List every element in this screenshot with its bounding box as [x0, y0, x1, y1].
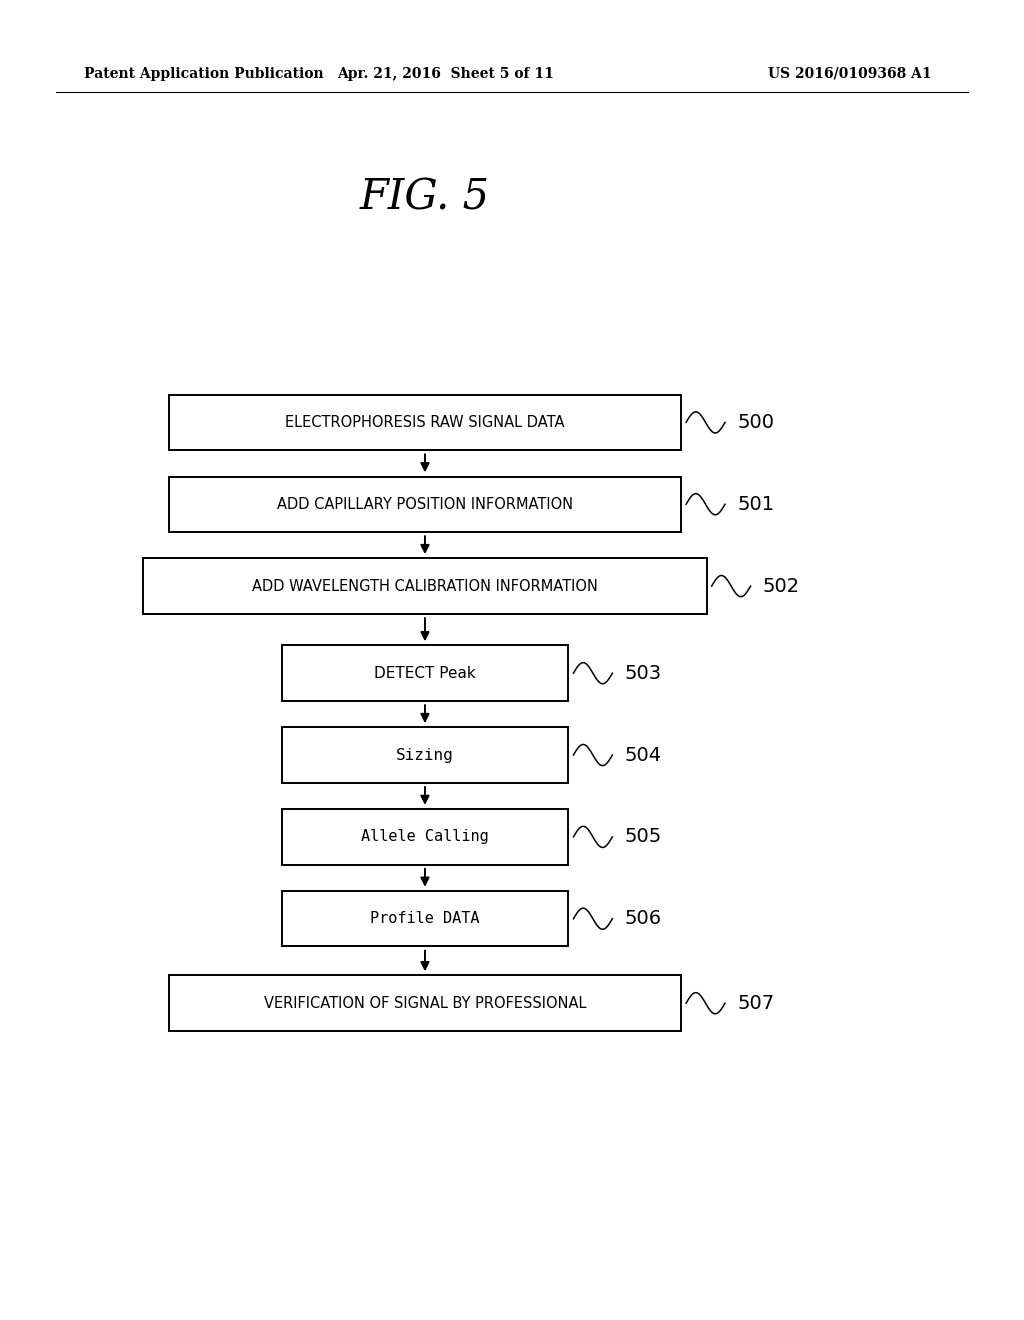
FancyBboxPatch shape: [143, 558, 707, 614]
Text: 507: 507: [737, 994, 774, 1012]
Text: Profile DATA: Profile DATA: [371, 911, 479, 927]
Text: Sizing: Sizing: [396, 747, 454, 763]
Text: Allele Calling: Allele Calling: [361, 829, 488, 845]
Text: VERIFICATION OF SIGNAL BY PROFESSIONAL: VERIFICATION OF SIGNAL BY PROFESSIONAL: [264, 995, 586, 1011]
Text: ELECTROPHORESIS RAW SIGNAL DATA: ELECTROPHORESIS RAW SIGNAL DATA: [286, 414, 564, 430]
FancyBboxPatch shape: [169, 477, 681, 532]
Text: 501: 501: [737, 495, 774, 513]
Text: US 2016/0109368 A1: US 2016/0109368 A1: [768, 67, 932, 81]
Text: Patent Application Publication: Patent Application Publication: [84, 67, 324, 81]
Text: 504: 504: [625, 746, 662, 764]
FancyBboxPatch shape: [169, 975, 681, 1031]
Text: 503: 503: [625, 664, 662, 682]
FancyBboxPatch shape: [282, 645, 568, 701]
Text: 500: 500: [737, 413, 774, 432]
FancyBboxPatch shape: [282, 891, 568, 946]
Text: ADD CAPILLARY POSITION INFORMATION: ADD CAPILLARY POSITION INFORMATION: [276, 496, 573, 512]
FancyBboxPatch shape: [282, 809, 568, 865]
Text: 502: 502: [763, 577, 800, 595]
Text: FIG. 5: FIG. 5: [359, 177, 490, 219]
Text: DETECT Peak: DETECT Peak: [374, 665, 476, 681]
Text: 506: 506: [625, 909, 662, 928]
FancyBboxPatch shape: [282, 727, 568, 783]
FancyBboxPatch shape: [169, 395, 681, 450]
Text: 505: 505: [625, 828, 662, 846]
Text: Apr. 21, 2016  Sheet 5 of 11: Apr. 21, 2016 Sheet 5 of 11: [337, 67, 554, 81]
Text: ADD WAVELENGTH CALIBRATION INFORMATION: ADD WAVELENGTH CALIBRATION INFORMATION: [252, 578, 598, 594]
